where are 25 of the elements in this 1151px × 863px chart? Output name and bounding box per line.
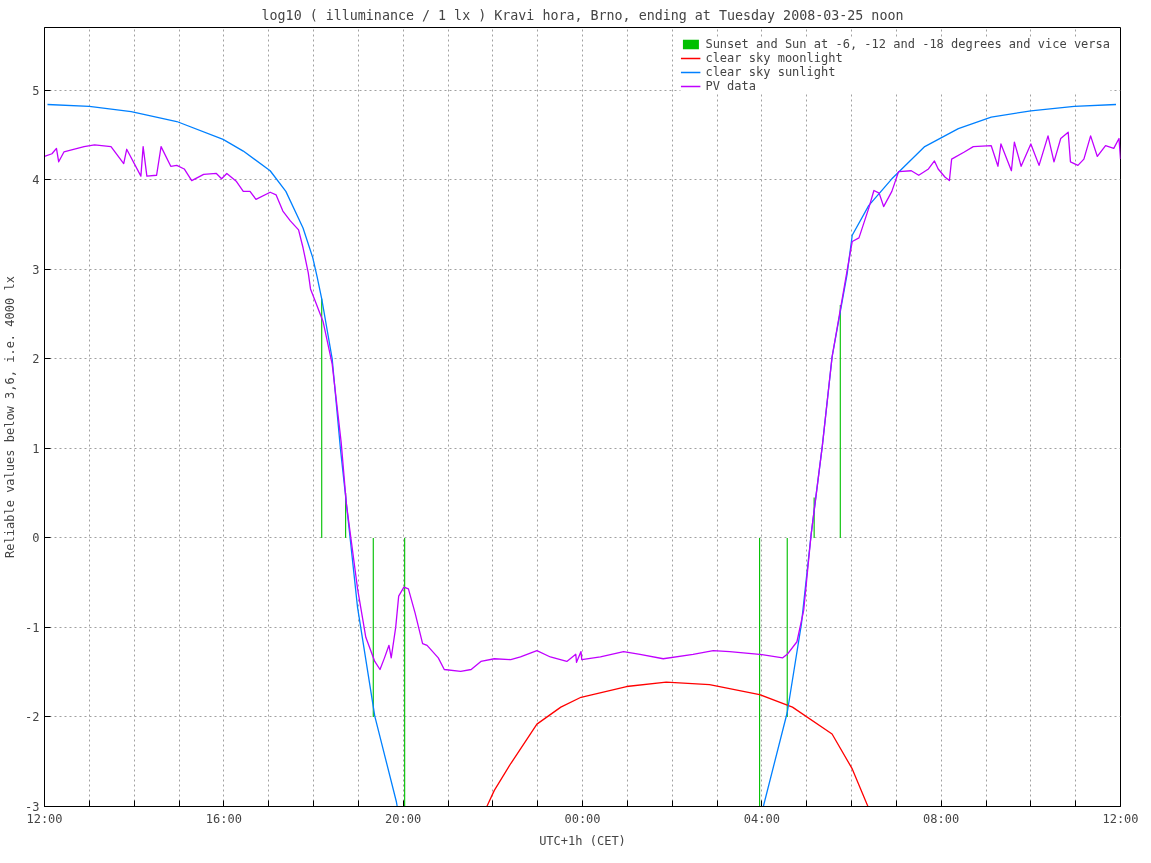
y-tick-label: -2 [25, 710, 40, 725]
y-tick-label: -3 [25, 800, 40, 814]
legend-label: clear sky sunlight [705, 65, 836, 79]
y-tick-label: 2 [32, 352, 40, 367]
line-series [486, 681, 869, 807]
x-tick-label: 16:00 [205, 811, 242, 826]
x-tick-label: 12:00 [26, 811, 63, 826]
x-tick-label: 08:00 [923, 811, 960, 826]
y-tick-label: 0 [32, 531, 40, 546]
x-tick-label: 12:00 [1102, 811, 1139, 826]
chart-title: log10 ( illuminance / 1 lx ) Kravi hora, Brno, ending at Tuesday 2008-03-25 noon [261, 7, 904, 23]
y-axis-title: Reliable values below 3,6, i.e. 4000 lx [3, 276, 18, 558]
y-tick-label: -1 [25, 620, 40, 635]
legend-label: clear sky moonlight [705, 51, 843, 65]
x-tick-label: 04:00 [743, 811, 780, 826]
line-series [44, 131, 1121, 672]
x-tick-label: 00:00 [564, 811, 601, 826]
legend-label: Sunset and Sun at -6, -12 and -18 degrees and vice versa [705, 37, 1110, 51]
y-tick-label: 3 [32, 262, 40, 277]
x-axis-title: UTC+1h (CET) [539, 833, 626, 848]
y-tick-label: 4 [32, 173, 40, 188]
y-tick-label: 5 [32, 83, 40, 98]
x-tick-label: 20:00 [385, 811, 422, 826]
y-tick-label: 1 [32, 441, 40, 456]
legend-label: PV data [705, 79, 756, 93]
